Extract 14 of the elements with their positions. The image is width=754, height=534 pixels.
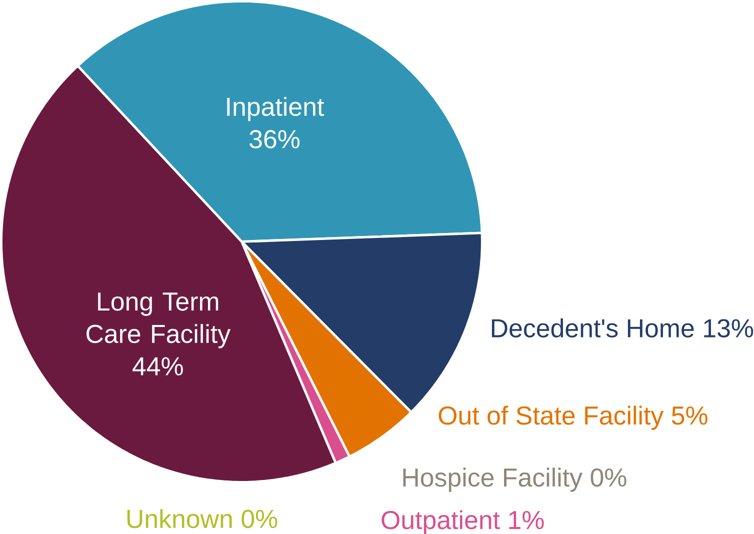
slice-label: Outpatient xyxy=(382,510,500,534)
text: 0% xyxy=(242,510,278,528)
data-label: 13% xyxy=(704,318,754,338)
slice-label: Inpatient xyxy=(227,96,324,121)
data-label: 36% xyxy=(250,130,300,148)
data-label: 44% xyxy=(132,357,183,376)
category-label: Hospice Facility xyxy=(403,468,582,492)
data-label: 5% xyxy=(672,406,708,425)
slice-label: Long Term Care Facility xyxy=(86,292,231,348)
slice-label: Out of State Facility xyxy=(438,406,664,430)
text: 0% xyxy=(590,468,626,487)
category-label: Unknown xyxy=(127,508,232,528)
slice-label: Decedent's Home xyxy=(492,318,694,338)
data-label: 1% xyxy=(509,510,544,529)
